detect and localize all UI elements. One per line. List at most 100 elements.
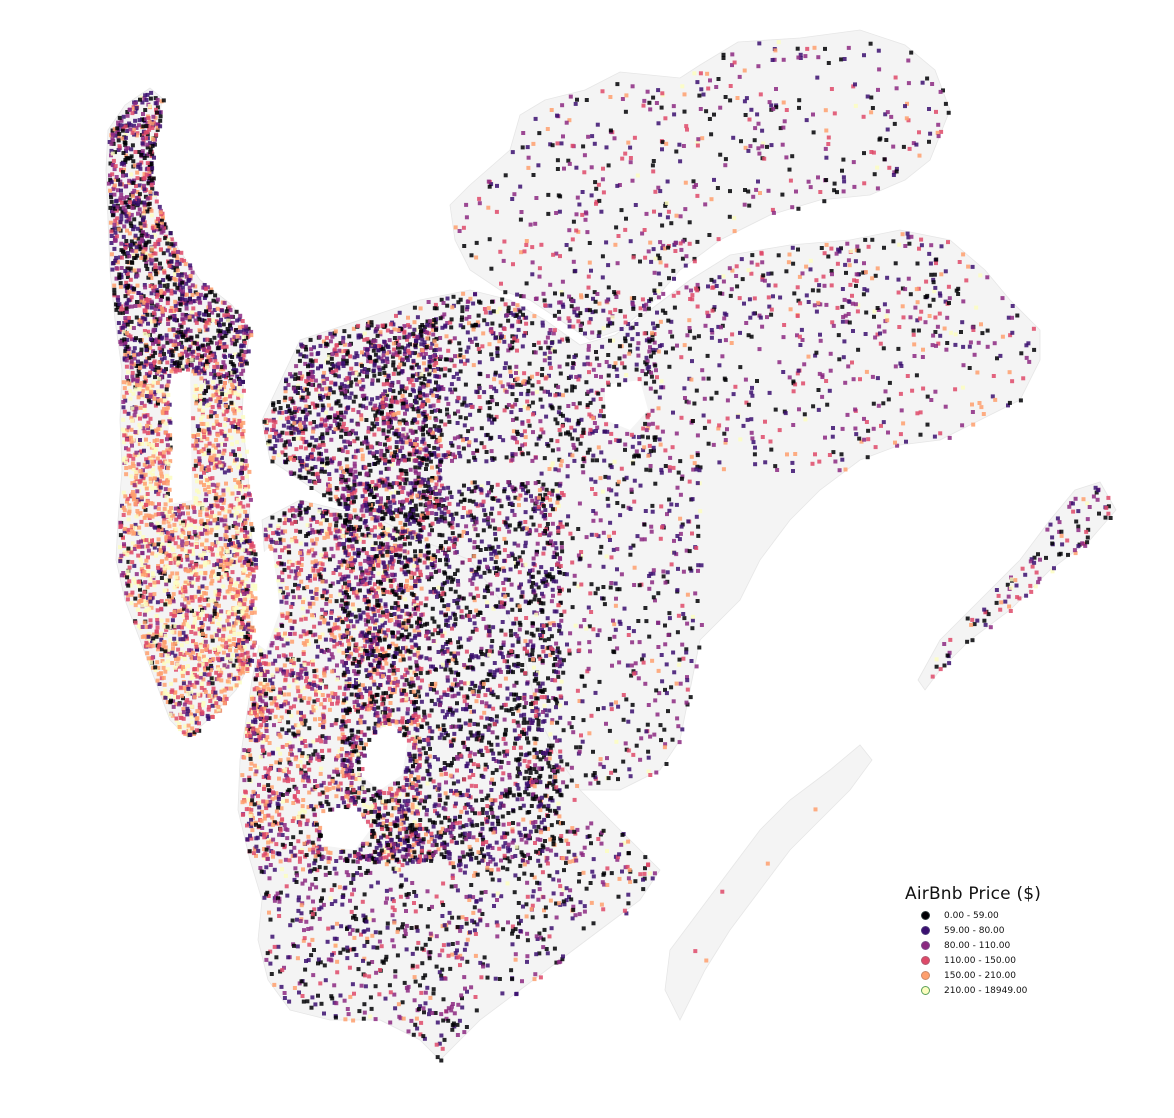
listing-marker bbox=[147, 356, 152, 361]
listing-marker bbox=[161, 344, 166, 349]
listing-marker bbox=[126, 583, 131, 588]
listing-marker bbox=[321, 394, 326, 399]
listing-marker bbox=[398, 468, 403, 473]
listing-marker bbox=[237, 513, 242, 518]
listing-marker bbox=[108, 161, 113, 166]
listing-marker bbox=[202, 606, 207, 611]
listing-marker bbox=[161, 514, 166, 519]
listing-marker bbox=[230, 570, 235, 575]
listing-marker bbox=[184, 568, 188, 573]
listing-marker bbox=[264, 537, 269, 542]
listing-marker bbox=[187, 581, 191, 586]
listing-marker bbox=[133, 580, 138, 585]
listing-marker bbox=[138, 166, 143, 171]
listing-marker bbox=[224, 331, 229, 336]
listing-marker bbox=[155, 608, 160, 613]
listing-marker bbox=[164, 336, 169, 341]
listing-marker bbox=[129, 304, 134, 309]
listing-marker bbox=[187, 347, 192, 352]
listing-marker bbox=[180, 593, 185, 598]
listing-marker bbox=[239, 625, 244, 630]
listing-marker bbox=[310, 435, 315, 440]
listing-marker bbox=[126, 546, 131, 551]
listing-marker bbox=[129, 239, 134, 244]
listing-marker bbox=[372, 363, 377, 368]
listing-marker bbox=[275, 438, 279, 443]
listing-marker bbox=[199, 464, 204, 469]
listing-marker bbox=[191, 670, 196, 675]
listing-marker bbox=[145, 121, 150, 125]
listing-marker bbox=[226, 653, 231, 658]
listing-marker bbox=[262, 684, 267, 689]
listing-marker bbox=[207, 441, 212, 446]
listing-marker bbox=[153, 101, 158, 106]
listing-marker bbox=[128, 266, 133, 271]
listing-marker bbox=[360, 369, 365, 374]
listing-marker bbox=[168, 517, 173, 522]
listing-marker bbox=[198, 675, 203, 680]
listing-marker bbox=[226, 312, 230, 317]
listing-marker bbox=[232, 388, 237, 393]
listing-marker bbox=[257, 659, 261, 664]
listing-marker bbox=[221, 565, 226, 569]
listing-marker bbox=[119, 213, 124, 218]
listing-marker bbox=[218, 372, 223, 377]
listing-marker bbox=[138, 438, 142, 442]
listing-marker bbox=[122, 409, 127, 414]
listing-marker bbox=[418, 496, 423, 501]
listing-marker bbox=[152, 392, 157, 397]
listing-marker bbox=[121, 513, 126, 517]
listing-marker bbox=[364, 500, 369, 505]
listing-marker bbox=[222, 573, 227, 578]
listing-marker bbox=[156, 569, 161, 574]
listing-marker bbox=[146, 333, 151, 338]
listing-marker bbox=[223, 514, 228, 519]
listing-marker bbox=[177, 308, 182, 312]
listing-marker bbox=[199, 384, 204, 389]
listing-marker bbox=[313, 378, 318, 383]
listing-marker bbox=[164, 410, 169, 415]
listing-marker bbox=[162, 356, 167, 361]
listing-marker bbox=[210, 458, 215, 462]
listing-marker bbox=[195, 647, 200, 652]
listing-marker bbox=[378, 332, 383, 337]
listing-marker bbox=[160, 659, 165, 663]
listing-marker bbox=[216, 696, 221, 700]
listing-marker bbox=[121, 151, 126, 155]
listing-marker bbox=[233, 608, 238, 612]
listing-marker bbox=[233, 478, 238, 482]
listing-marker bbox=[403, 411, 407, 416]
listing-marker bbox=[203, 528, 207, 532]
listing-marker bbox=[146, 636, 151, 641]
listing-marker bbox=[123, 455, 128, 460]
listing-marker bbox=[242, 466, 247, 471]
listing-marker bbox=[208, 546, 212, 551]
listing-marker bbox=[294, 508, 299, 513]
listing-marker bbox=[121, 417, 126, 422]
listing-marker bbox=[186, 337, 191, 342]
listing-marker bbox=[178, 356, 183, 361]
listing-marker bbox=[176, 508, 181, 513]
listing-marker bbox=[183, 272, 187, 277]
listing-marker bbox=[360, 350, 364, 355]
listing-marker bbox=[203, 560, 208, 565]
listing-marker bbox=[210, 482, 215, 487]
listing-marker bbox=[413, 503, 418, 508]
listing-marker bbox=[224, 568, 229, 572]
listing-marker bbox=[150, 462, 155, 467]
listing-marker bbox=[126, 517, 131, 522]
listing-marker bbox=[195, 709, 200, 714]
listing-marker bbox=[136, 512, 141, 517]
listing-marker bbox=[351, 407, 356, 412]
listing-marker bbox=[378, 442, 383, 446]
listing-marker bbox=[325, 428, 330, 433]
listing-marker bbox=[130, 406, 135, 411]
listing-marker bbox=[374, 493, 379, 498]
listing-marker bbox=[186, 723, 191, 728]
listing-marker bbox=[189, 595, 194, 600]
listing-marker bbox=[131, 253, 136, 258]
listing-marker bbox=[303, 361, 308, 366]
listing-marker bbox=[190, 608, 194, 613]
listing-marker bbox=[227, 635, 232, 640]
listing-marker bbox=[133, 596, 138, 601]
